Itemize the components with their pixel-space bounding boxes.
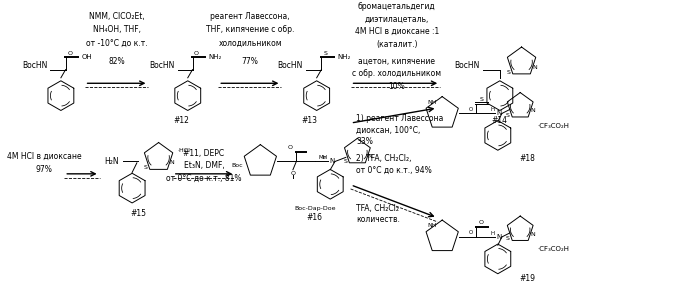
Text: Me: Me <box>319 155 327 160</box>
Text: (каталит.): (каталит.) <box>376 40 417 49</box>
Text: NH₂: NH₂ <box>208 54 221 60</box>
Text: N: N <box>170 160 174 165</box>
Text: BocHN: BocHN <box>454 61 480 70</box>
Text: 4M HCl в диоксане :1: 4M HCl в диоксане :1 <box>355 27 439 36</box>
Text: THF, кипячение с обр.: THF, кипячение с обр. <box>206 25 295 34</box>
Text: 1) реагент Лавессона: 1) реагент Лавессона <box>356 114 443 124</box>
Text: S: S <box>506 70 510 75</box>
Text: N: N <box>496 234 502 240</box>
Text: ·CF₃CO₂H: ·CF₃CO₂H <box>537 246 569 252</box>
Text: количеств.: количеств. <box>356 215 400 224</box>
Text: холодильником: холодильником <box>218 39 282 48</box>
Text: 2) TFA, CH₂Cl₂,: 2) TFA, CH₂Cl₂, <box>356 154 412 163</box>
Text: от -10°C до к.т.: от -10°C до к.т. <box>86 39 147 48</box>
Text: ·HCl: ·HCl <box>177 148 191 153</box>
Text: H: H <box>490 231 494 236</box>
Text: 33%: 33% <box>356 137 373 146</box>
Text: NH: NH <box>427 224 437 228</box>
Text: #14: #14 <box>492 116 508 125</box>
Text: Et₃N, DMF,: Et₃N, DMF, <box>184 161 225 170</box>
Text: BocHN: BocHN <box>22 61 47 70</box>
Text: #12: #12 <box>173 116 189 125</box>
Text: NMM, ClCO₂Et,: NMM, ClCO₂Et, <box>89 12 144 20</box>
Text: S: S <box>143 165 147 170</box>
Text: 4M HCl в диоксане: 4M HCl в диоксане <box>6 151 81 160</box>
Text: H₂N: H₂N <box>104 157 119 166</box>
Text: диоксан, 100°C,: диоксан, 100°C, <box>356 126 420 134</box>
Text: O: O <box>288 145 292 150</box>
Text: #19: #19 <box>519 273 535 283</box>
Text: O: O <box>68 51 73 57</box>
Text: N: N <box>329 158 334 164</box>
Text: от 0°C до к.т., 94%: от 0°C до к.т., 94% <box>356 166 432 175</box>
Text: #11, DEPC: #11, DEPC <box>184 149 225 158</box>
Text: S: S <box>343 159 347 164</box>
Text: N: N <box>530 108 535 113</box>
Text: OH: OH <box>81 54 92 60</box>
Text: H: H <box>322 155 327 160</box>
Text: #15: #15 <box>131 209 147 218</box>
Text: #16: #16 <box>306 213 322 222</box>
Text: O: O <box>290 171 295 176</box>
Text: BocHN: BocHN <box>278 61 303 70</box>
Text: O: O <box>468 230 473 235</box>
Text: #13: #13 <box>302 116 318 125</box>
Text: 77%: 77% <box>242 57 259 66</box>
Text: NH₂: NH₂ <box>337 54 350 60</box>
Text: NH₄OH, THF,: NH₄OH, THF, <box>93 25 140 34</box>
Text: BocHN: BocHN <box>149 61 174 70</box>
Text: диэтилацеталь,: диэтилацеталь, <box>364 14 429 23</box>
Text: O: O <box>468 107 473 112</box>
Text: H: H <box>490 107 494 112</box>
Text: N: N <box>496 110 502 116</box>
Text: N: N <box>367 154 372 159</box>
Text: S: S <box>506 113 510 118</box>
Text: реагент Лавессона,: реагент Лавессона, <box>210 12 290 20</box>
Text: NH: NH <box>427 100 437 105</box>
Text: O: O <box>194 51 199 56</box>
Text: бромацетальдегид: бромацетальдегид <box>358 2 436 11</box>
Text: S: S <box>324 51 327 56</box>
Text: ·CF₃CO₂H: ·CF₃CO₂H <box>537 123 569 129</box>
Text: 10%: 10% <box>388 82 405 91</box>
Text: 97%: 97% <box>36 165 52 174</box>
Text: S: S <box>506 237 510 241</box>
Text: от 0°C до к.т., 81%: от 0°C до к.т., 81% <box>166 174 242 183</box>
Text: 82%: 82% <box>108 57 125 66</box>
Text: TFA, CH₂Cl₂: TFA, CH₂Cl₂ <box>356 204 399 213</box>
Text: Boc: Boc <box>232 163 243 168</box>
Text: O: O <box>479 220 484 225</box>
Text: N: N <box>530 232 535 237</box>
Text: #18: #18 <box>519 154 535 163</box>
Text: с обр. холодильником: с обр. холодильником <box>352 69 441 78</box>
Text: S: S <box>480 97 484 102</box>
Text: Boc-Dap-Doe: Boc-Dap-Doe <box>294 206 335 211</box>
Text: N: N <box>533 64 537 70</box>
Text: ацетон, кипячение: ацетон, кипячение <box>358 57 436 66</box>
